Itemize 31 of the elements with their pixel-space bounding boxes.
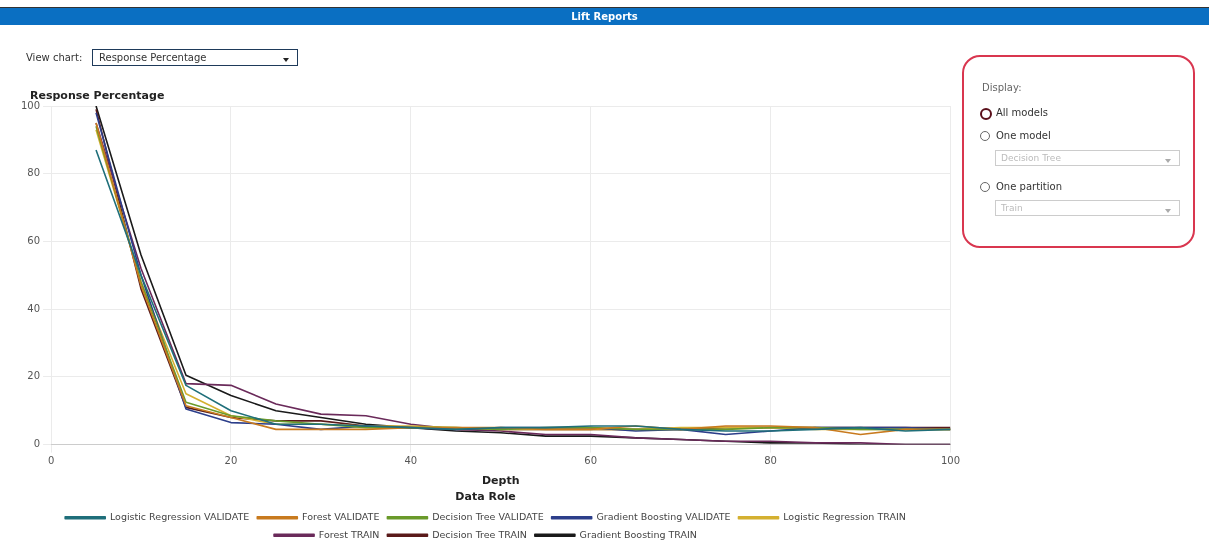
- chart-title: Lift Reports: [0, 7, 1209, 25]
- legend-label: Forest TRAIN: [318, 528, 380, 540]
- y-tick-label: 60: [27, 235, 41, 247]
- y-tick-label: 100: [20, 99, 41, 111]
- y-tick-label: 80: [27, 167, 41, 179]
- x-tick-label: 0: [47, 455, 55, 467]
- y-tick-label: 40: [27, 302, 41, 314]
- legend-label: Logistic Regression VALIDATE: [109, 511, 250, 523]
- x-tick-label: 40: [404, 455, 418, 467]
- y-tick-label: 20: [27, 370, 41, 382]
- x-tick-label: 20: [224, 455, 238, 467]
- text: Train: [1001, 203, 1023, 213]
- text: All models: [996, 107, 1048, 118]
- legend-title: Data Role: [455, 490, 516, 504]
- x-tick-label: 60: [584, 455, 598, 467]
- text: One partition: [996, 181, 1062, 192]
- legend-label: Logistic Regression TRAIN: [783, 511, 906, 523]
- y-tick-label: 0: [33, 438, 41, 450]
- text: One model: [996, 130, 1051, 141]
- legend-label: Decision Tree VALIDATE: [432, 511, 544, 523]
- legend-label: Forest VALIDATE: [302, 511, 380, 523]
- x-tick-label: 100: [940, 455, 960, 467]
- x-tick-label: 80: [764, 455, 777, 467]
- text: Decision Tree: [1001, 153, 1061, 163]
- x-axis-title: Depth: [481, 474, 520, 488]
- legend-label: Gradient Boosting TRAIN: [579, 528, 697, 540]
- legend-label: Decision Tree TRAIN: [432, 528, 527, 540]
- text: View chart:: [26, 52, 83, 63]
- text: Display:: [982, 82, 1022, 93]
- text: Response Percentage: [99, 52, 207, 63]
- legend-label: Gradient Boosting VALIDATE: [596, 511, 731, 523]
